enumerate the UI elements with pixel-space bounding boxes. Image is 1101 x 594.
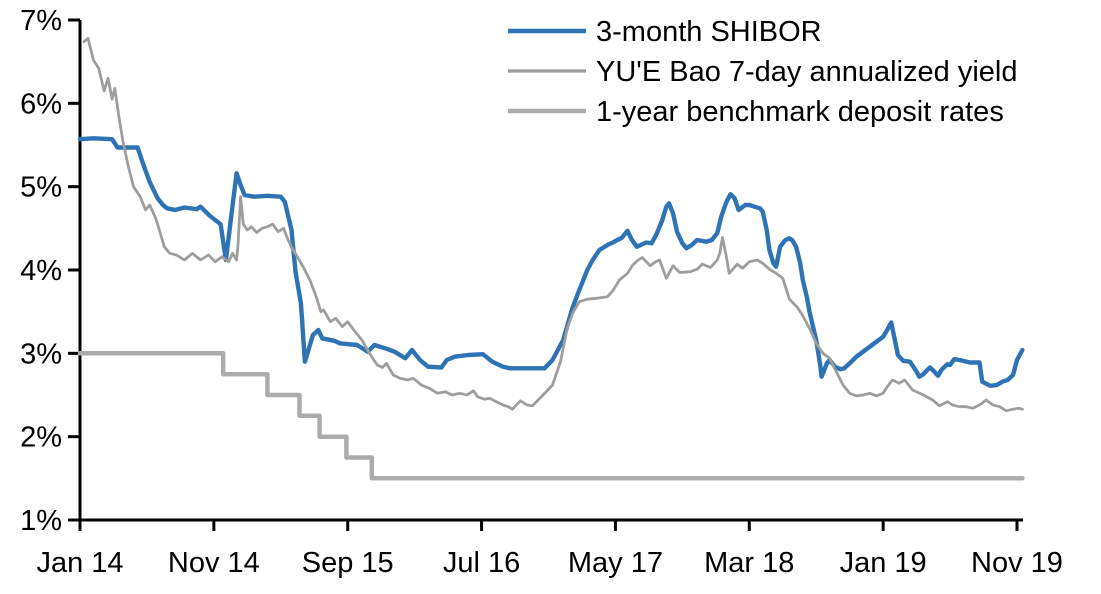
y-tick-label: 7% (20, 5, 62, 37)
legend-label: 3-month SHIBOR (596, 16, 822, 48)
series-line-3-month-shibor (77, 136, 1025, 388)
x-tick-label: Jan 19 (840, 547, 927, 579)
x-tick-label: Jan 14 (36, 547, 123, 579)
y-tick-label: 1% (20, 505, 62, 537)
axes: 1% 2% 3% 4% 5% 6% 7% Jan 14 Nov 14 Sep 15 Jul 16 Ma… (20, 5, 1063, 579)
legend-item: YU'E Bao 7-day annualized yield (508, 56, 1017, 88)
x-tick-label: Nov 19 (971, 547, 1063, 579)
series-line-1-year-benchmark-deposit-rates (77, 351, 1025, 481)
x-tick-label: Jul 16 (443, 547, 520, 579)
y-tick-label: 6% (20, 88, 62, 120)
legend-item: 3-month SHIBOR (508, 16, 822, 48)
x-tick-label: Mar 18 (704, 547, 794, 579)
series-lines (77, 36, 1025, 481)
legend-item: 1-year benchmark deposit rates (508, 96, 1004, 128)
y-tick-label: 4% (20, 255, 62, 287)
y-tick-label: 5% (20, 172, 62, 204)
x-tick-label: May 17 (568, 547, 663, 579)
x-tick-label: Nov 14 (168, 547, 260, 579)
series-line-yu-e-bao-7-day-annualized-yield (82, 36, 1024, 413)
legend: 3-month SHIBOR YU'E Bao 7-day annualized… (508, 16, 1017, 128)
y-tick-label: 2% (20, 422, 62, 454)
legend-label: 1-year benchmark deposit rates (596, 96, 1004, 128)
axis-spines (78, 20, 1023, 522)
legend-label: YU'E Bao 7-day annualized yield (596, 56, 1017, 88)
x-tick-label: Sep 15 (302, 547, 394, 579)
y-tick-label: 3% (20, 338, 62, 370)
